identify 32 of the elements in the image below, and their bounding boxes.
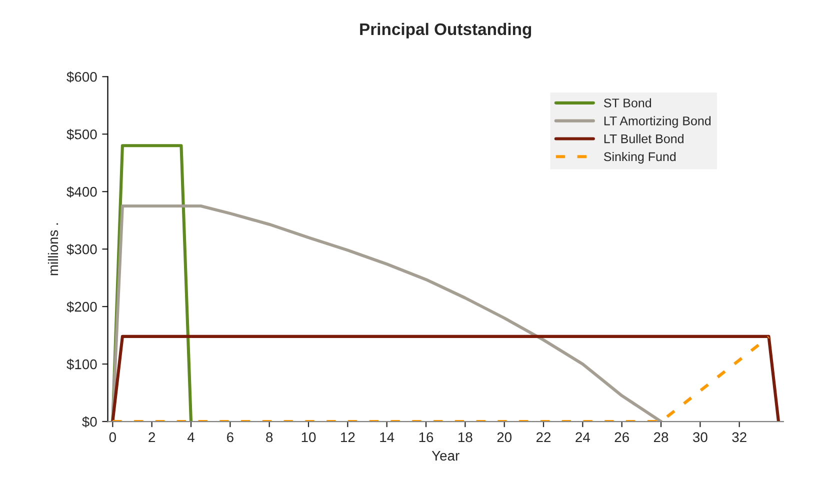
x-tick-label: 16 — [419, 432, 434, 442]
x-tick-label: 28 — [654, 432, 668, 442]
y-tick-label: $500 — [66, 128, 97, 140]
x-tick-label: 26 — [614, 432, 629, 442]
y-axis-title: millions . — [48, 223, 58, 276]
legend-label: Sinking Fund — [604, 152, 676, 164]
line-series — [111, 204, 663, 422]
y-tick-label: $100 — [66, 358, 97, 370]
y-tick-label: $400 — [66, 186, 97, 198]
x-tick-label: 18 — [458, 432, 472, 442]
x-axis-title: Year — [432, 450, 460, 461]
x-tick-label: 2 — [148, 432, 155, 442]
y-tick-label: $300 — [66, 244, 97, 256]
x-tick-label: 24 — [576, 432, 590, 442]
legend-label: LT Amortizing Bond — [604, 116, 711, 128]
x-tick-label: 4 — [187, 432, 194, 442]
y-tick-label: $600 — [66, 71, 97, 83]
x-tick-label: 12 — [341, 432, 355, 442]
legend-label: ST Bond — [604, 98, 652, 108]
x-tick-label: 22 — [536, 432, 551, 442]
x-tick-label: 6 — [227, 432, 234, 442]
legend-label: LT Bullet Bond — [604, 134, 684, 144]
y-tick-label: $0 — [82, 416, 97, 428]
x-tick-label: 20 — [497, 432, 512, 442]
chart-title: Principal Outstanding — [360, 22, 532, 39]
x-tick-label: 30 — [692, 432, 708, 442]
x-tick-label: 0 — [109, 432, 116, 442]
x-tick-label: 8 — [266, 432, 273, 442]
x-tick-label: 14 — [380, 432, 394, 442]
x-tick-label: 32 — [732, 432, 746, 442]
y-tick-label: $200 — [66, 301, 97, 313]
x-tick-label: 10 — [302, 432, 316, 442]
